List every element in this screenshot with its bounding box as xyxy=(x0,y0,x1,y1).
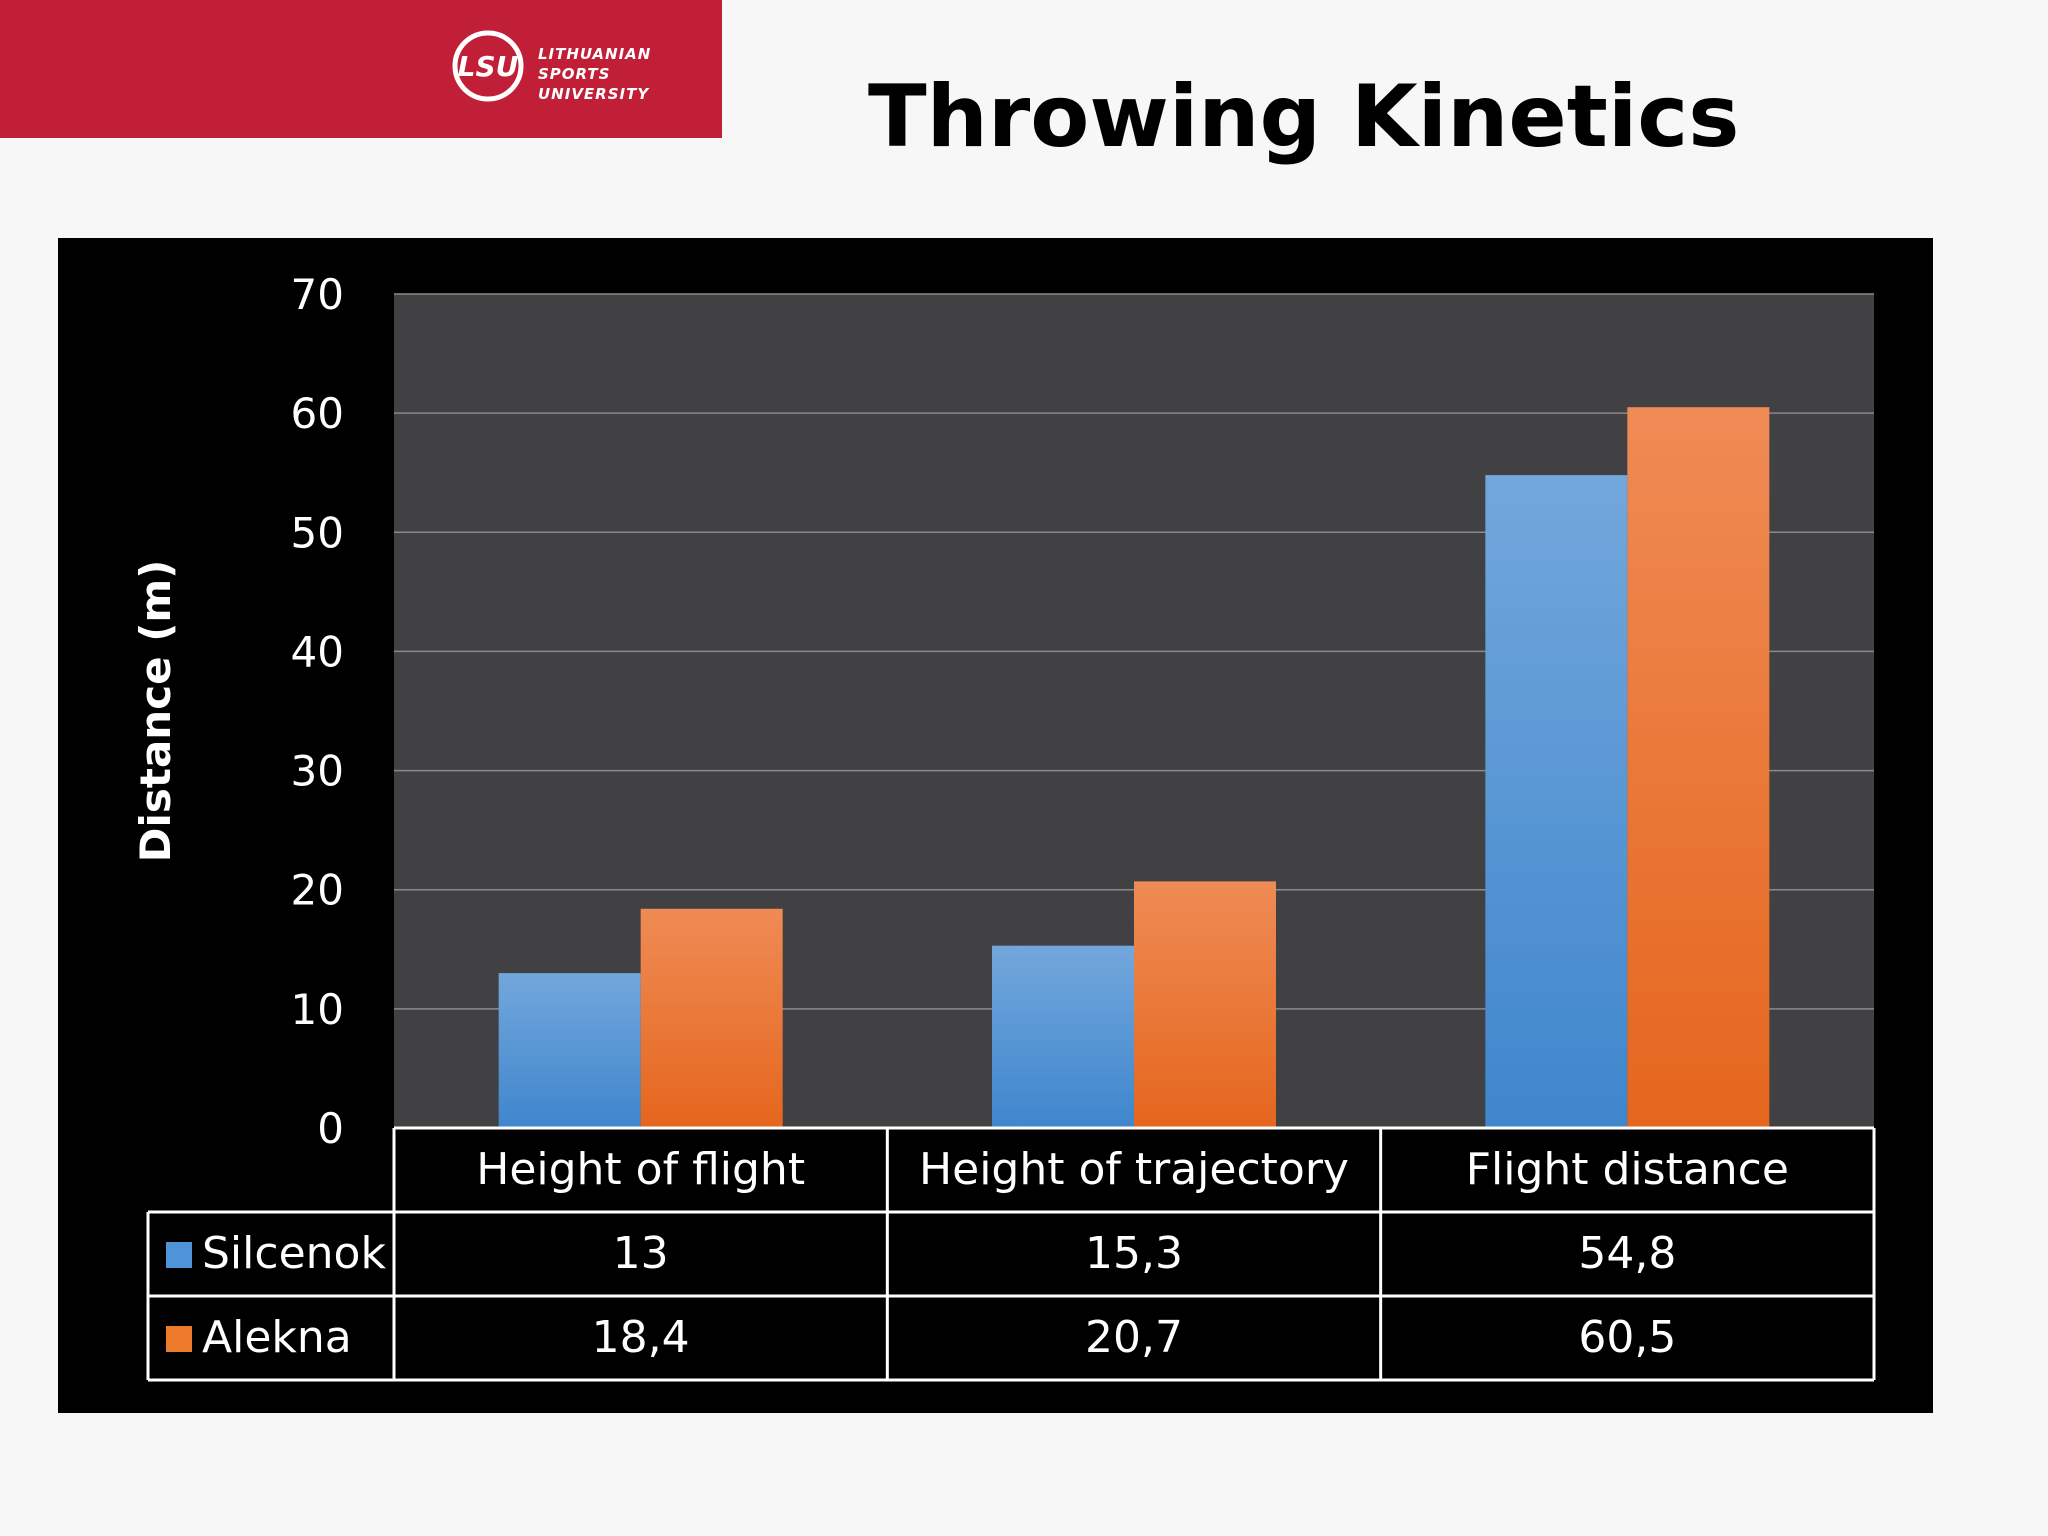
y-tick-label: 60 xyxy=(291,389,344,438)
data-value: 54,8 xyxy=(1578,1228,1676,1279)
bar-alekna xyxy=(1627,407,1770,1128)
y-tick-label: 70 xyxy=(291,270,344,319)
y-tick-label: 0 xyxy=(317,1104,344,1153)
slide-title: Throwing Kinetics xyxy=(868,67,1740,167)
data-value: 18,4 xyxy=(592,1312,690,1363)
legend-swatch-silcenok xyxy=(166,1242,192,1268)
y-tick-label: 40 xyxy=(291,627,344,676)
data-value: 20,7 xyxy=(1085,1312,1183,1363)
university-name: LITHUANIAN SPORTS UNIVERSITY xyxy=(538,44,651,104)
data-value: 13 xyxy=(613,1228,669,1279)
university-name-line-3: UNIVERSITY xyxy=(538,85,650,103)
y-tick-label: 50 xyxy=(291,508,344,557)
bar-silcenok xyxy=(1485,475,1628,1128)
university-logo-banner: LSU LITHUANIAN SPORTS UNIVERSITY xyxy=(0,0,722,138)
university-name-line-2: SPORTS xyxy=(538,65,611,83)
category-label: Height of flight xyxy=(476,1144,805,1195)
legend-swatch-alekna xyxy=(166,1326,192,1352)
y-axis-title: Distance (m) xyxy=(131,560,180,863)
bar-alekna xyxy=(640,908,783,1128)
data-value: 60,5 xyxy=(1578,1312,1676,1363)
university-name-line-1: LITHUANIAN xyxy=(538,45,652,63)
y-tick-label: 20 xyxy=(291,866,344,915)
bar-alekna xyxy=(1134,881,1276,1128)
data-value: 15,3 xyxy=(1085,1228,1183,1279)
y-tick-label: 30 xyxy=(291,747,344,796)
bar-silcenok xyxy=(498,973,641,1128)
y-tick-label: 10 xyxy=(291,985,344,1034)
legend-label: Alekna xyxy=(202,1312,352,1363)
category-label: Height of trajectory xyxy=(919,1144,1349,1195)
legend-label: Silcenok xyxy=(202,1228,386,1279)
chart-panel: 0 10 20 30 40 50 60 70 Distance (m) Height of fli… xyxy=(58,238,1933,1413)
bar-silcenok xyxy=(992,945,1134,1128)
category-label: Flight distance xyxy=(1466,1144,1789,1195)
bar-chart: 0 10 20 30 40 50 60 70 Distance (m) Height of fli… xyxy=(131,270,1876,1382)
lsu-emblem-icon: LSU xyxy=(452,30,524,102)
lsu-emblem-letters: LSU xyxy=(458,50,519,83)
